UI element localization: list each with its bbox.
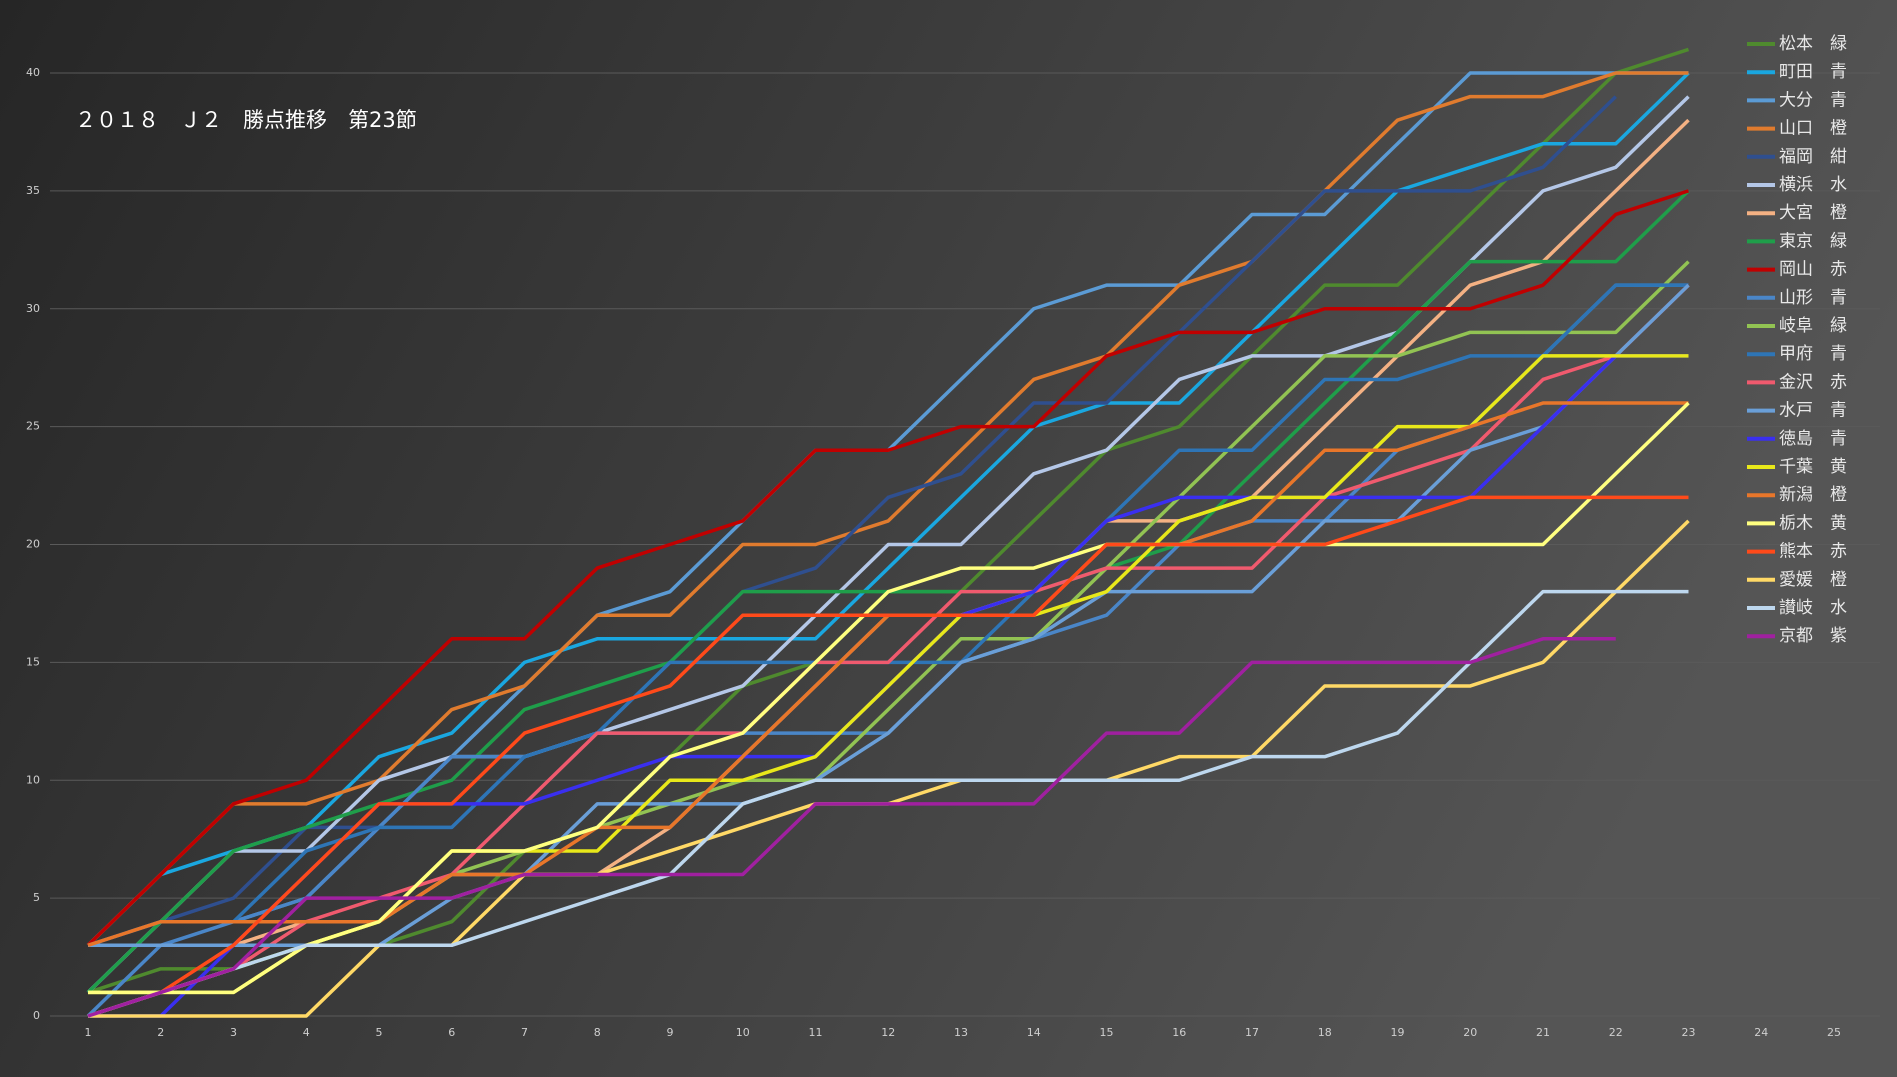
series-line	[87, 495, 1689, 1018]
y-tick-label: 35	[26, 184, 40, 197]
legend-label: 徳島 青	[1779, 429, 1847, 449]
x-tick-label: 12	[881, 1026, 895, 1039]
legend-label: 大宮 橙	[1779, 203, 1847, 223]
legend-label: 東京 緑	[1779, 231, 1847, 251]
series-line	[87, 95, 1617, 947]
legend-label: 山形 青	[1779, 288, 1847, 308]
x-tick-label: 20	[1463, 1026, 1477, 1039]
y-tick-label: 25	[26, 420, 40, 433]
y-tick-label: 10	[26, 773, 40, 786]
legend-label: 山口 橙	[1779, 119, 1847, 139]
legend-label: 京都 紫	[1779, 626, 1847, 646]
y-tick-label: 0	[33, 1009, 40, 1022]
legend-label: 町田 青	[1779, 62, 1847, 82]
legend-label: 福岡 紺	[1779, 147, 1847, 167]
x-tick-label: 19	[1391, 1026, 1405, 1039]
legend-label: 讃岐 水	[1779, 598, 1847, 618]
x-tick-label: 17	[1245, 1026, 1259, 1039]
legend-label: 岡山 赤	[1779, 260, 1847, 280]
legend: 松本 緑町田 青大分 青山口 橙福岡 紺横浜 水大宮 橙東京 緑岡山 赤山形 青…	[1747, 34, 1847, 646]
x-tick-label: 15	[1100, 1026, 1114, 1039]
series-line	[87, 637, 1616, 1018]
legend-label: 熊本 赤	[1779, 542, 1847, 562]
x-tick-label: 13	[954, 1026, 968, 1039]
legend-label: 横浜 水	[1779, 175, 1847, 195]
series-line	[86, 71, 1690, 947]
x-tick-label: 8	[594, 1026, 601, 1039]
x-tick-label: 1	[85, 1026, 92, 1039]
x-tick-label: 16	[1172, 1026, 1186, 1039]
y-tick-label: 20	[26, 538, 40, 551]
series-line	[86, 71, 1689, 947]
x-tick-label: 21	[1536, 1026, 1550, 1039]
legend-label: 金沢 赤	[1779, 372, 1847, 392]
x-tick-label: 7	[521, 1026, 528, 1039]
series-line	[87, 589, 1689, 1018]
chart-title: ２０１８ Ｊ２ 勝点推移 第23節	[75, 108, 417, 132]
x-tick-label: 5	[376, 1026, 383, 1039]
x-tick-label: 14	[1027, 1026, 1041, 1039]
legend-label: 岐阜 緑	[1779, 316, 1847, 336]
legend-label: 大分 青	[1779, 90, 1847, 110]
y-tick-label: 40	[26, 66, 40, 79]
legend-label: 愛媛 橙	[1779, 570, 1847, 590]
x-tick-label: 18	[1318, 1026, 1332, 1039]
x-tick-label: 2	[157, 1026, 164, 1039]
x-tick-label: 11	[809, 1026, 823, 1039]
series-line	[87, 283, 1690, 1018]
legend-label: 千葉 黄	[1779, 457, 1847, 477]
x-tick-label: 4	[303, 1026, 310, 1039]
legend-label: 松本 緑	[1779, 34, 1847, 54]
legend-label: 水戸 青	[1779, 401, 1847, 421]
lines	[86, 47, 1690, 1018]
x-tick-label: 6	[448, 1026, 455, 1039]
x-tick-label: 22	[1609, 1026, 1623, 1039]
series-line	[86, 189, 1690, 947]
y-tick-label: 15	[26, 655, 40, 668]
y-tick-label: 5	[33, 891, 40, 904]
legend-label: 新潟 橙	[1779, 485, 1847, 505]
y-tick-label: 30	[26, 302, 40, 315]
x-tick-label: 23	[1682, 1026, 1696, 1039]
series-line	[88, 401, 1690, 995]
legend-label: 栃木 黄	[1779, 513, 1847, 533]
x-tick-label: 10	[736, 1026, 750, 1039]
legend-label: 甲府 青	[1779, 344, 1847, 364]
x-tick-label: 25	[1827, 1026, 1841, 1039]
x-tick-label: 9	[667, 1026, 674, 1039]
x-tick-label: 24	[1754, 1026, 1768, 1039]
x-tick-label: 3	[230, 1026, 237, 1039]
